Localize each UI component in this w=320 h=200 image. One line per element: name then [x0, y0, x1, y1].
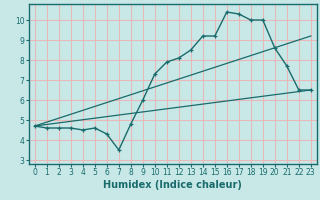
X-axis label: Humidex (Indice chaleur): Humidex (Indice chaleur)	[103, 180, 242, 190]
